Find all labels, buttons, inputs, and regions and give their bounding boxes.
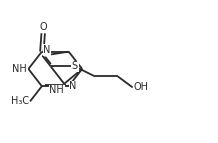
- Text: O: O: [39, 22, 47, 32]
- Text: OH: OH: [134, 82, 149, 92]
- Text: H₃C: H₃C: [10, 96, 29, 106]
- Text: N: N: [69, 81, 77, 91]
- Text: NH: NH: [49, 85, 64, 95]
- Text: NH: NH: [12, 64, 27, 74]
- Text: N: N: [43, 45, 51, 55]
- Text: S: S: [72, 61, 78, 72]
